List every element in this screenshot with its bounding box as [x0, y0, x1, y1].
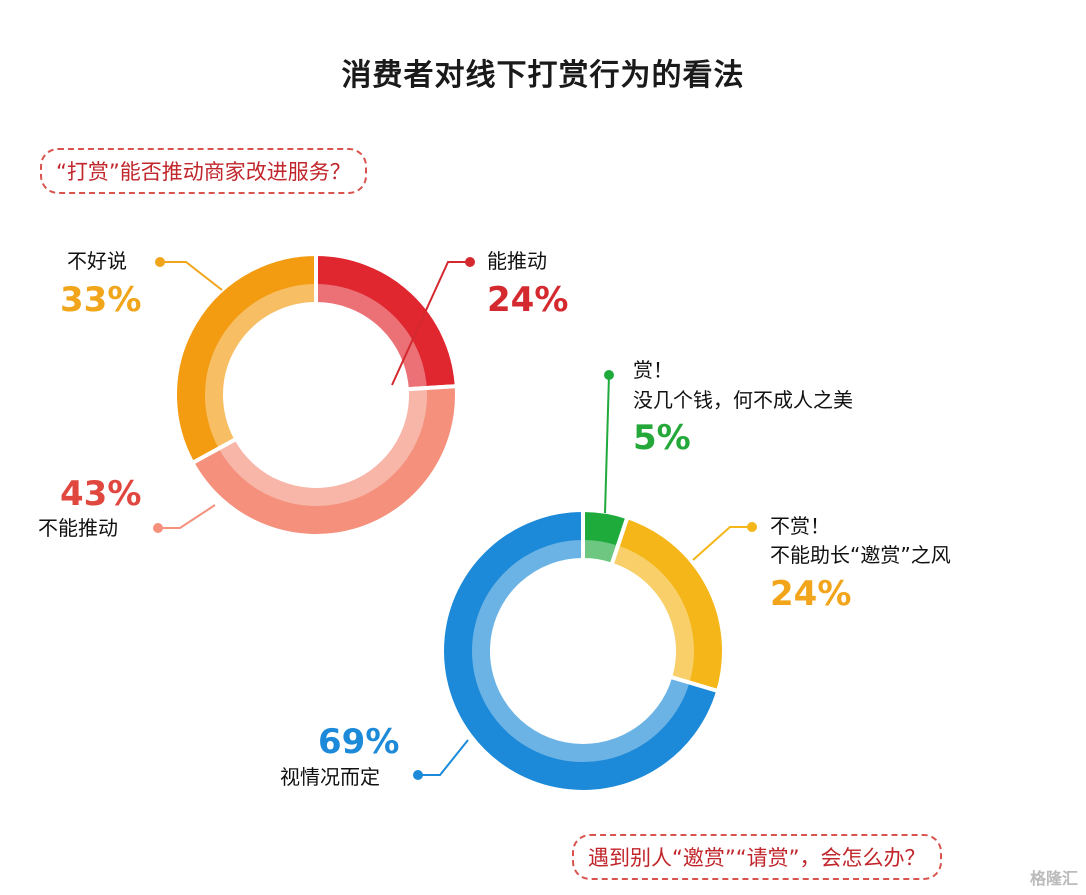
leader-depends — [413, 739, 469, 780]
leader-tip — [604, 370, 614, 514]
donut1-slice-1 — [189, 384, 459, 538]
label-tip-line2: 没几个钱，何不成人之美 — [633, 388, 853, 412]
leader-can-promote — [391, 257, 475, 386]
chart-title: 消费者对线下打赏行为的看法 — [341, 58, 745, 93]
label-hard-to-say: 不好说 — [67, 249, 127, 273]
pct-tip: 5% — [633, 418, 691, 458]
label-depends: 视情况而定 — [280, 765, 380, 789]
pct-cannot-promote: 43% — [60, 474, 142, 514]
label-no-tip-line1: 不赏！ — [770, 514, 830, 538]
watermark-text: 格隆汇 — [1029, 869, 1078, 888]
donut1-slice-0 — [314, 251, 459, 392]
pct-depends: 69% — [318, 722, 400, 762]
question-2-title: 遇到别人“邀赏”“请赏”，会怎么办？ — [572, 834, 942, 880]
pct-no-tip: 24% — [770, 574, 852, 614]
donut2-slice-2 — [440, 507, 721, 794]
donut1-slice-2 — [173, 251, 318, 466]
question-1-title: “打赏”能否推动商家改进服务？ — [40, 148, 367, 194]
label-no-tip-line2: 不能助长“邀赏”之风 — [770, 543, 951, 567]
pct-hard-to-say: 33% — [60, 280, 142, 320]
label-can-promote: 能推动 — [487, 249, 547, 273]
leader-no-tip — [692, 522, 757, 561]
leader-hard-to-say — [155, 257, 223, 291]
donut2-slice-1 — [609, 514, 726, 694]
pct-can-promote: 24% — [487, 280, 569, 320]
label-tip-line1: 赏！ — [633, 358, 673, 382]
leader-cannot-promote — [153, 504, 216, 533]
label-cannot-promote: 不能推动 — [38, 516, 118, 540]
